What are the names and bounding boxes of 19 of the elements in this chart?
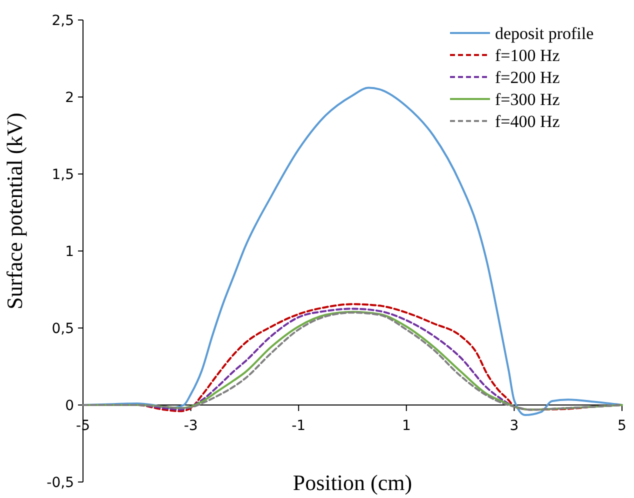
legend-label: f=200 Hz: [495, 68, 560, 87]
y-tick-label: 2,5: [52, 12, 74, 29]
x-axis-title: Position (cm): [292, 470, 412, 495]
x-tick-label: -1: [292, 418, 306, 434]
legend-label: f=400 Hz: [495, 112, 560, 131]
y-tick-label: 1,5: [52, 166, 74, 183]
y-tick-label: 0,5: [52, 320, 74, 337]
y-axis-title: Surface potential (kV): [2, 112, 27, 310]
x-tick-label: 1: [402, 418, 411, 434]
x-tick-label: 3: [510, 418, 519, 434]
legend-label: f=300 Hz: [495, 90, 560, 109]
y-tick-label: -0,5: [46, 474, 74, 491]
y-tick-label: 0: [65, 398, 74, 414]
y-tick-label: 1: [65, 244, 74, 260]
legend-label: deposit profile: [495, 24, 594, 43]
x-tick-label: -3: [184, 418, 198, 434]
x-tick-label: 5: [618, 418, 626, 434]
y-tick-label: 2: [65, 90, 74, 106]
legend-label: f=100 Hz: [495, 46, 560, 65]
